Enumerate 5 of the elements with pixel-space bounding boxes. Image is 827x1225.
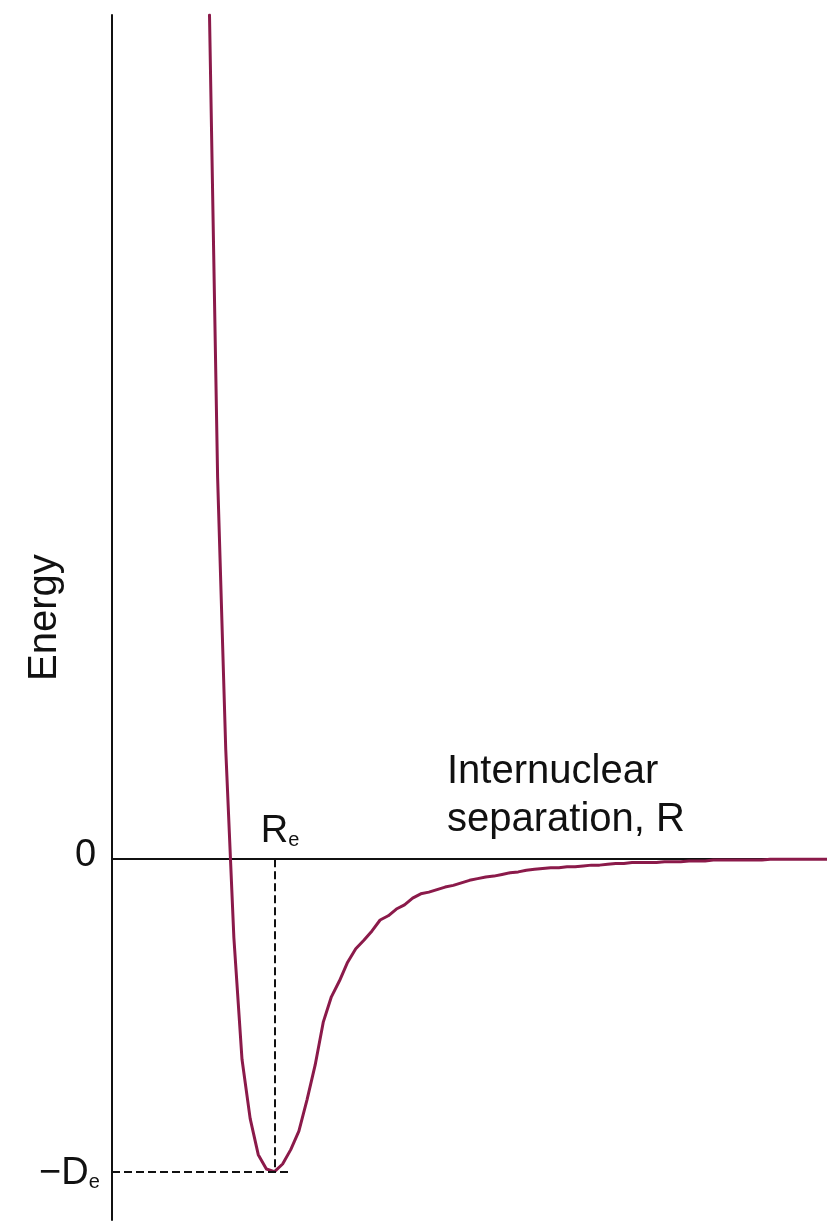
text: 0	[75, 832, 97, 875]
x-axis-title: Internuclear separation, R	[447, 746, 686, 842]
text: R$_{e}$	[260, 808, 300, 851]
ref-line-label: −D$_{e}$	[39, 1150, 100, 1193]
y-axis-title: Energy	[20, 554, 64, 681]
